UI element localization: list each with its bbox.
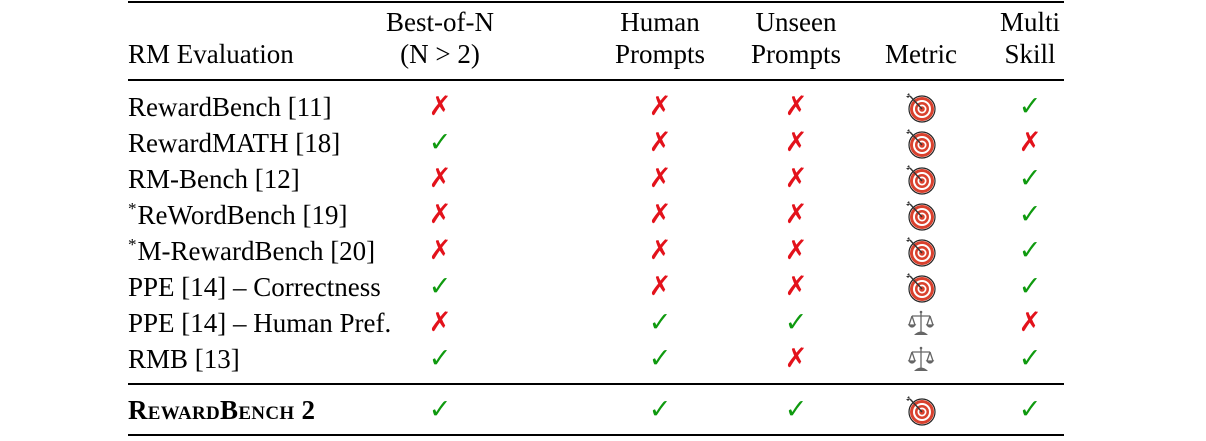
check-icon: ✓ [784,394,808,425]
bottom-rule [128,434,1064,436]
cross-icon: ✗ [648,271,672,302]
table-row: RMB [13] ✓ ✓ ✗ ✓ [128,341,1064,377]
row-name: RewardBench 2 [128,395,316,425]
cross-icon: ✗ [1018,307,1042,338]
table-row: PPE [14] – Correctness ✓ ✗ ✗ ✓ [128,269,1064,305]
target-icon [904,270,938,304]
target-icon [904,198,938,232]
cross-icon: ✗ [428,163,452,194]
row-name: RewardMATH [18] [128,128,341,158]
table-row: RM-Bench [12] ✗ ✗ ✗ ✓ [128,161,1064,197]
target-icon [904,234,938,268]
cross-icon: ✗ [428,307,452,338]
header-human-prompts: Human Prompts [614,7,706,69]
header-metric: Metric [885,39,957,69]
row-name: *M-RewardBench [20] [128,235,376,266]
target-icon [904,126,938,160]
check-icon: ✓ [1018,91,1042,122]
asterisk-marker: * [128,199,137,218]
check-icon: ✓ [1018,394,1042,425]
cross-icon: ✗ [648,199,672,230]
header-label: RM Evaluation [128,39,294,69]
cross-icon: ✗ [784,127,808,158]
check-icon: ✓ [1018,235,1042,266]
row-name: PPE [14] – Human Pref. [128,308,392,338]
header-best-of-n: Best-of-N (N > 2) [386,7,494,69]
cross-icon: ✗ [784,343,808,374]
table-row-rewardbench-2: RewardBench 2 ✓ ✓ ✓ ✓ [128,392,1064,428]
table-row: *ReWordBench [19] ✗ ✗ ✗ ✓ [128,197,1064,233]
header-unseen-prompts: Unseen Prompts [750,7,842,69]
check-icon: ✓ [1018,271,1042,302]
row-name: RMB [13] [128,344,240,374]
header-rm-evaluation: RM Evaluation [128,6,294,70]
table-row: RewardBench [11] ✗ ✗ ✗ ✓ [128,89,1064,125]
check-icon: ✓ [428,394,452,425]
table-row: PPE [14] – Human Pref. ✗ ✓ ✓ ✗ [128,305,1064,341]
check-icon: ✓ [648,394,672,425]
check-icon: ✓ [1018,163,1042,194]
check-icon: ✓ [648,343,672,374]
top-rule [128,1,1064,3]
cross-icon: ✗ [784,163,808,194]
row-name: RewardBench [11] [128,92,332,122]
table-row: RewardMATH [18] ✓ ✗ ✗ ✗ [128,125,1064,161]
scales-icon [906,308,936,338]
check-icon: ✓ [1018,343,1042,374]
cross-icon: ✗ [648,235,672,266]
check-icon: ✓ [1018,199,1042,230]
target-icon [904,393,938,427]
scales-icon [906,344,936,374]
check-icon: ✓ [428,343,452,374]
table-row: *M-RewardBench [20] ✗ ✗ ✗ ✓ [128,233,1064,269]
cross-icon: ✗ [648,127,672,158]
cross-icon: ✗ [648,163,672,194]
check-icon: ✓ [648,307,672,338]
cross-icon: ✗ [1018,127,1042,158]
check-icon: ✓ [428,127,452,158]
asterisk-marker: * [128,235,137,254]
target-icon [904,90,938,124]
cross-icon: ✗ [428,235,452,266]
cross-icon: ✗ [784,91,808,122]
cross-icon: ✗ [784,199,808,230]
cross-icon: ✗ [784,235,808,266]
row-name: *ReWordBench [19] [128,199,348,230]
cross-icon: ✗ [428,91,452,122]
target-icon [904,162,938,196]
row-name: PPE [14] – Correctness [128,272,381,302]
cross-icon: ✗ [784,271,808,302]
check-icon: ✓ [784,307,808,338]
cross-icon: ✗ [428,199,452,230]
header-multi-skill: Multi Skill [999,7,1060,69]
cross-icon: ✗ [648,91,672,122]
row-name: RM-Bench [12] [128,164,300,194]
check-icon: ✓ [428,271,452,302]
separator-rule [128,383,1064,385]
header-rule [128,79,1064,81]
